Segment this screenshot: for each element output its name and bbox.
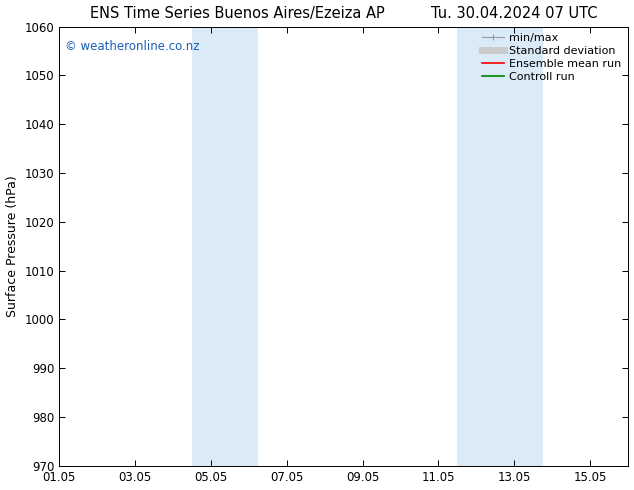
Y-axis label: Surface Pressure (hPa): Surface Pressure (hPa) (6, 175, 19, 317)
Bar (192, 26, 258, 466)
Text: © weatheronline.co.nz: © weatheronline.co.nz (65, 40, 200, 53)
Legend: min/max, Standard deviation, Ensemble mean run, Controll run: min/max, Standard deviation, Ensemble me… (479, 30, 624, 85)
Title: ENS Time Series Buenos Aires/Ezeiza AP          Tu. 30.04.2024 07 UTC: ENS Time Series Buenos Aires/Ezeiza AP T… (90, 6, 597, 21)
Bar (457, 26, 543, 466)
